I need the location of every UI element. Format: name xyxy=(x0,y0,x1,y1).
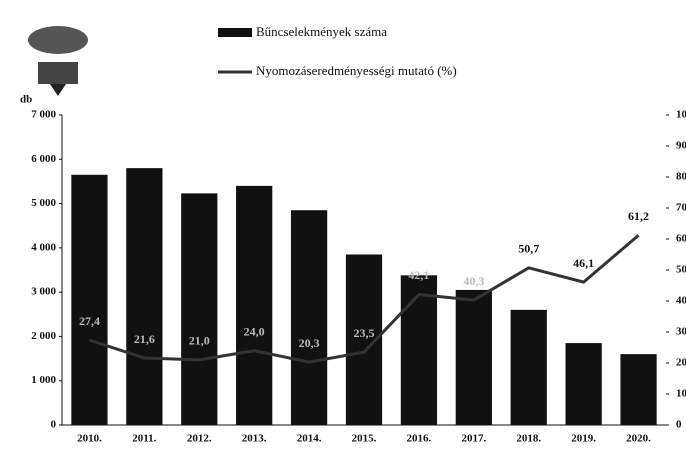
y2-tick-label: 40 xyxy=(676,295,686,307)
data-label: 23,5 xyxy=(354,326,375,340)
line xyxy=(88,234,640,364)
y2-tick-label: 50 xyxy=(676,264,686,276)
y-tick-label: 7 000 xyxy=(31,109,56,121)
data-label: 40,3 xyxy=(463,274,484,288)
data-label: 50,7 xyxy=(518,242,539,256)
y2-tick-label: 0 xyxy=(676,419,682,431)
y-tick-label: 4 000 xyxy=(31,241,56,253)
data-label: 24,0 xyxy=(244,324,265,338)
bar xyxy=(620,354,657,425)
bar xyxy=(71,174,108,425)
y2-tick-label: 100 xyxy=(676,109,686,121)
data-label: 46,1 xyxy=(573,256,594,270)
legend-label: Nyomozáseredményességi mutató (%) xyxy=(256,63,457,78)
y2-tick-label: 20 xyxy=(676,357,686,369)
data-label: 21,0 xyxy=(189,334,210,348)
x-tick-label: 2013. xyxy=(242,433,267,445)
y2-tick-label: 30 xyxy=(676,326,686,338)
bar xyxy=(455,289,492,425)
data-label: 61,2 xyxy=(628,209,649,223)
legend-label: Bűncselekmények száma xyxy=(256,24,387,39)
y-tick-label: 1 000 xyxy=(31,374,56,386)
bar xyxy=(126,168,163,425)
x-tick-label: 2012. xyxy=(187,433,212,445)
data-label: 20,3 xyxy=(299,336,320,350)
logo xyxy=(28,26,88,96)
y-axis-label: db xyxy=(20,94,32,106)
x-tick-label: 2020. xyxy=(626,433,651,445)
data-label: 42,1 xyxy=(408,268,429,282)
y2-tick-label: 90 xyxy=(676,140,686,152)
x-tick-label: 2014. xyxy=(297,433,322,445)
bar xyxy=(290,210,328,425)
y-tick-label: 3 000 xyxy=(31,286,56,298)
x-tick-label: 2017. xyxy=(461,433,486,445)
y2-tick-label: 60 xyxy=(676,233,686,245)
y2-tick-label: 70 xyxy=(676,202,686,214)
x-tick-label: 2011. xyxy=(132,433,156,445)
y-tick-label: 2 000 xyxy=(31,330,56,342)
y-tick-label: 0 xyxy=(51,419,57,431)
y2-tick-label: 80 xyxy=(676,171,686,183)
data-label: 27,4 xyxy=(79,314,100,328)
bar xyxy=(565,343,602,425)
x-tick-label: 2016. xyxy=(407,433,432,445)
data-label: 21,6 xyxy=(134,332,155,346)
y2-tick-label: 10 xyxy=(676,388,686,400)
bar xyxy=(510,309,547,425)
x-tick-label: 2018. xyxy=(516,433,541,445)
y-tick-label: 6 000 xyxy=(31,153,56,165)
bar xyxy=(236,185,273,425)
y-tick-label: 5 000 xyxy=(31,197,56,209)
x-tick-label: 2010. xyxy=(77,433,102,445)
x-tick-label: 2019. xyxy=(571,433,596,445)
bar xyxy=(400,275,438,425)
x-tick-label: 2015. xyxy=(352,433,377,445)
bar xyxy=(181,193,218,425)
legend-swatch xyxy=(218,28,252,37)
